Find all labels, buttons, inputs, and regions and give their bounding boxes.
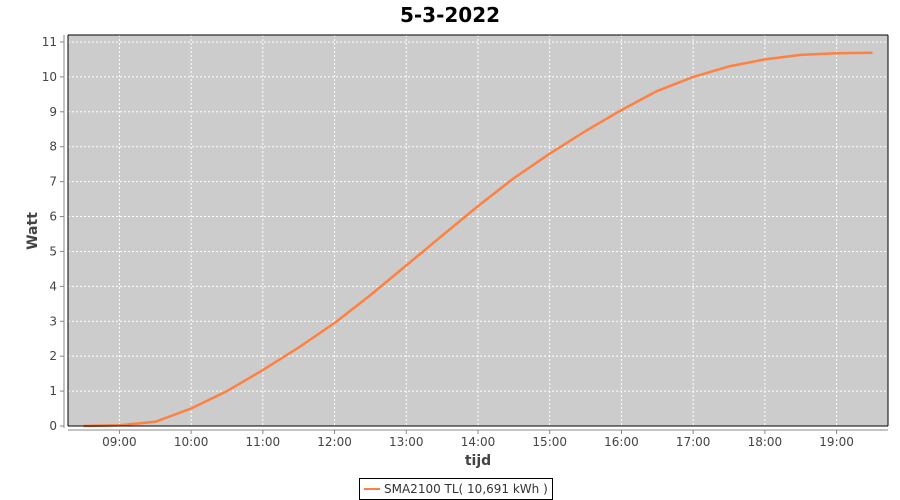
- y-tick-label: 6: [49, 210, 57, 224]
- x-tick-label: 19:00: [819, 435, 854, 449]
- y-tick-label: 2: [49, 349, 57, 363]
- legend-label: SMA2100 TL( 10,691 kWh ): [384, 482, 548, 496]
- y-tick-label: 10: [42, 70, 57, 84]
- x-tick-label: 14:00: [461, 435, 496, 449]
- y-tick-label: 1: [49, 384, 57, 398]
- y-axis: 0 1 2 3 4 5 6 7 8 9 10 11: [42, 35, 65, 433]
- x-tick-label: 12:00: [317, 435, 352, 449]
- y-tick-label: 7: [49, 175, 57, 189]
- x-tick-label: 16:00: [604, 435, 639, 449]
- y-tick-label: 0: [49, 419, 57, 433]
- x-tick-label: 17:00: [676, 435, 711, 449]
- legend: SMA2100 TL( 10,691 kWh ): [359, 478, 553, 500]
- chart-title: 5-3-2022: [400, 3, 500, 27]
- legend-swatch: [364, 488, 380, 490]
- y-tick-label: 5: [49, 244, 57, 258]
- y-tick-label: 3: [49, 314, 57, 328]
- x-axis-label: tijd: [465, 453, 491, 469]
- y-tick-label: 4: [49, 279, 57, 293]
- x-tick-label: 13:00: [389, 435, 424, 449]
- y-tick-label: 8: [49, 140, 57, 154]
- x-tick-label: 18:00: [748, 435, 783, 449]
- x-tick-label: 10:00: [174, 435, 209, 449]
- x-tick-label: 11:00: [246, 435, 281, 449]
- x-tick-label: 09:00: [102, 435, 137, 449]
- y-axis-label: Watt: [25, 212, 41, 250]
- grid: [68, 35, 888, 426]
- x-axis: 09:00 10:00 11:00 12:00 13:00 14:00 15:00 16:00…: [68, 429, 888, 449]
- y-tick-label: 9: [49, 105, 57, 119]
- x-tick-label: 15:00: [532, 435, 567, 449]
- y-tick-label: 11: [42, 35, 57, 49]
